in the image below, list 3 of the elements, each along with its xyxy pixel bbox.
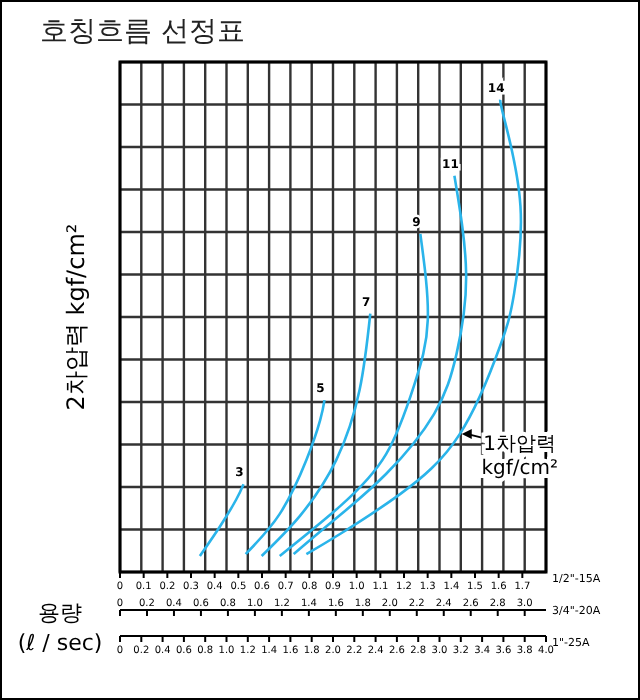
text: 용량 (ℓ / sec) <box>17 600 103 656</box>
chart-title: 호칭흐름 선정표 <box>40 16 245 48</box>
y-axis-title: 2차압력 kgf/cm² <box>62 223 90 411</box>
